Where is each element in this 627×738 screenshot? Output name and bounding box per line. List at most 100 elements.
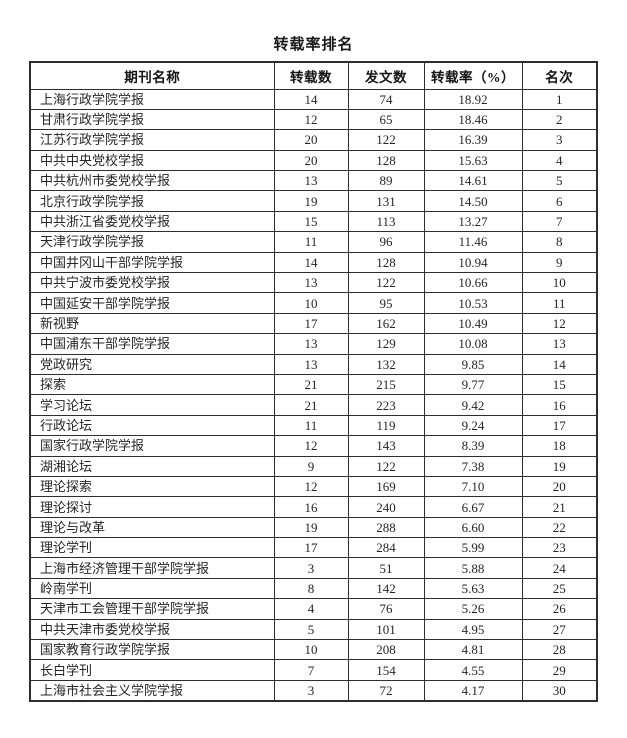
rank-cell: 13 — [521, 333, 598, 355]
article-count-cell: 129 — [347, 333, 425, 355]
rank-cell: 3 — [521, 129, 598, 151]
article-count-cell: 154 — [347, 659, 425, 681]
article-count-cell: 122 — [347, 455, 425, 477]
rank-cell: 9 — [521, 251, 598, 274]
table-row: 长白学刊 7 154 4.55 29 — [29, 659, 598, 681]
article-count-cell: 89 — [347, 170, 425, 192]
journal-name-cell: 理论与改革 — [29, 516, 275, 539]
header-rank: 名次 — [521, 61, 598, 90]
reprint-rate-cell: 4.55 — [423, 659, 523, 681]
journal-name-cell: 国家行政学院学报 — [29, 435, 275, 457]
reprint-rate-cell: 7.38 — [423, 455, 523, 477]
reprint-rate-cell: 10.94 — [423, 251, 523, 274]
table-row: 国家行政学院学报 12 143 8.39 18 — [29, 435, 598, 457]
article-count-cell: 143 — [347, 435, 425, 457]
table-row: 中共宁波市委党校学报 13 122 10.66 10 — [29, 272, 598, 294]
rank-cell: 1 — [521, 88, 598, 110]
table-row: 理论与改革 19 288 6.60 22 — [29, 516, 598, 539]
table-row: 上海行政学院学报 14 74 18.92 1 — [29, 88, 598, 110]
table-body: 上海行政学院学报 14 74 18.92 1 甘肃行政学院学报 12 65 18… — [29, 88, 598, 702]
reprint-rate-cell: 5.63 — [423, 577, 523, 600]
reprint-rate-cell: 18.92 — [423, 88, 523, 110]
reprint-count-cell: 8 — [273, 577, 349, 600]
rank-cell: 12 — [521, 312, 598, 335]
journal-name-cell: 天津市工会管理干部学院学报 — [29, 598, 275, 620]
reprint-count-cell: 11 — [273, 414, 349, 437]
journal-name-cell: 学习论坛 — [29, 394, 275, 416]
rank-cell: 6 — [521, 190, 598, 212]
rank-cell: 27 — [521, 618, 598, 641]
reprint-count-cell: 12 — [273, 108, 349, 131]
article-count-cell: 128 — [347, 251, 425, 274]
reprint-count-cell: 10 — [273, 292, 349, 314]
reprint-rate-cell: 10.08 — [423, 333, 523, 355]
reprint-rate-cell: 4.81 — [423, 639, 523, 661]
reprint-count-cell: 14 — [273, 251, 349, 274]
reprint-count-cell: 16 — [273, 496, 349, 518]
journal-name-cell: 上海市社会主义学院学报 — [29, 679, 275, 702]
table-row: 江苏行政学院学报 20 122 16.39 3 — [29, 129, 598, 151]
reprint-rate-cell: 6.67 — [423, 496, 523, 518]
article-count-cell: 162 — [347, 312, 425, 335]
header-reprint-rate: 转载率（%） — [423, 61, 523, 90]
reprint-rate-cell: 7.10 — [423, 475, 523, 498]
journal-name-cell: 行政论坛 — [29, 414, 275, 437]
table-row: 北京行政学院学报 19 131 14.50 6 — [29, 190, 598, 212]
rank-cell: 24 — [521, 557, 598, 579]
journal-name-cell: 天津行政学院学报 — [29, 231, 275, 253]
journal-name-cell: 江苏行政学院学报 — [29, 129, 275, 151]
reprint-rate-cell: 9.77 — [423, 373, 523, 396]
rank-cell: 17 — [521, 414, 598, 437]
reprint-count-cell: 13 — [273, 333, 349, 355]
journal-name-cell: 中共浙江省委党校学报 — [29, 210, 275, 233]
article-count-cell: 132 — [347, 353, 425, 375]
table-row: 中共浙江省委党校学报 15 113 13.27 7 — [29, 210, 598, 233]
rank-cell: 14 — [521, 353, 598, 375]
reprint-count-cell: 17 — [273, 312, 349, 335]
reprint-rate-table: 期刊名称 转载数 发文数 转载率（%） 名次 上海行政学院学报 14 74 18… — [29, 61, 598, 702]
journal-name-cell: 长白学刊 — [29, 659, 275, 681]
article-count-cell: 95 — [347, 292, 425, 314]
journal-name-cell: 上海市经济管理干部学院学报 — [29, 557, 275, 579]
article-count-cell: 128 — [347, 149, 425, 172]
reprint-count-cell: 19 — [273, 190, 349, 212]
reprint-rate-cell: 9.42 — [423, 394, 523, 416]
reprint-rate-cell: 16.39 — [423, 129, 523, 151]
table-row: 党政研究 13 132 9.85 14 — [29, 353, 598, 375]
reprint-count-cell: 20 — [273, 149, 349, 172]
table-row: 中共中央党校学报 20 128 15.63 4 — [29, 149, 598, 172]
article-count-cell: 142 — [347, 577, 425, 600]
reprint-count-cell: 20 — [273, 129, 349, 151]
article-count-cell: 169 — [347, 475, 425, 498]
reprint-count-cell: 12 — [273, 435, 349, 457]
journal-name-cell: 岭南学刊 — [29, 577, 275, 600]
table-row: 上海市经济管理干部学院学报 3 51 5.88 24 — [29, 557, 598, 579]
table-row: 中国延安干部学院学报 10 95 10.53 11 — [29, 292, 598, 314]
article-count-cell: 131 — [347, 190, 425, 212]
journal-name-cell: 中共杭州市委党校学报 — [29, 170, 275, 192]
table-row: 天津市工会管理干部学院学报 4 76 5.26 26 — [29, 598, 598, 620]
rank-cell: 2 — [521, 108, 598, 131]
article-count-cell: 101 — [347, 618, 425, 641]
rank-cell: 20 — [521, 475, 598, 498]
article-count-cell: 288 — [347, 516, 425, 539]
journal-name-cell: 理论学刊 — [29, 537, 275, 559]
rank-cell: 30 — [521, 679, 598, 702]
article-count-cell: 208 — [347, 639, 425, 661]
article-count-cell: 76 — [347, 598, 425, 620]
reprint-count-cell: 4 — [273, 598, 349, 620]
rank-cell: 4 — [521, 149, 598, 172]
rank-cell: 5 — [521, 170, 598, 192]
reprint-rate-cell: 15.63 — [423, 149, 523, 172]
reprint-count-cell: 7 — [273, 659, 349, 681]
article-count-cell: 122 — [347, 129, 425, 151]
reprint-count-cell: 17 — [273, 537, 349, 559]
article-count-cell: 122 — [347, 272, 425, 294]
rank-cell: 10 — [521, 272, 598, 294]
article-count-cell: 113 — [347, 210, 425, 233]
reprint-count-cell: 5 — [273, 618, 349, 641]
reprint-count-cell: 21 — [273, 394, 349, 416]
reprint-rate-cell: 10.53 — [423, 292, 523, 314]
header-journal-name: 期刊名称 — [29, 61, 275, 90]
rank-cell: 11 — [521, 292, 598, 314]
